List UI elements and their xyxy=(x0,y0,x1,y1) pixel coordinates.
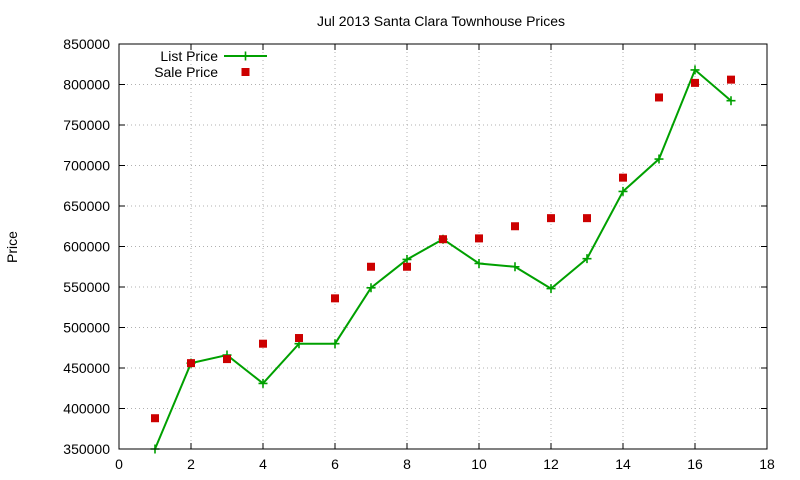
list-price-point xyxy=(582,254,592,264)
list-price-point xyxy=(474,259,484,269)
y-tick-label: 800000 xyxy=(63,77,110,93)
sale-price-point xyxy=(511,222,519,231)
y-tick-label: 850000 xyxy=(63,36,110,52)
sale-price-point xyxy=(295,334,303,343)
series-list-price xyxy=(150,65,736,454)
list-price-point xyxy=(402,254,412,264)
sale-price-point xyxy=(727,75,735,84)
x-tick-label: 8 xyxy=(403,456,411,472)
legend-marker-sale-price xyxy=(241,68,250,76)
legend-label-list-price: List Price xyxy=(160,48,218,64)
list-price-point xyxy=(330,339,340,349)
list-price-point xyxy=(618,186,628,196)
list-price-point xyxy=(690,65,700,75)
sale-price-point xyxy=(223,355,231,364)
legend-marks xyxy=(224,51,267,76)
list-price-line xyxy=(154,68,732,450)
list-price-point xyxy=(510,262,520,272)
sale-price-point xyxy=(691,78,699,87)
sale-price-point xyxy=(331,294,339,303)
list-price-point xyxy=(258,378,268,388)
y-tick-label: 750000 xyxy=(63,117,110,133)
sale-price-point xyxy=(439,235,447,244)
y-tick-label: 500000 xyxy=(63,320,110,336)
legend-label-sale-price: Sale Price xyxy=(154,64,218,80)
legend: List Price Sale Price xyxy=(154,48,267,80)
sale-price-point xyxy=(655,93,663,102)
x-tick-label: 14 xyxy=(615,456,631,472)
sale-price-point xyxy=(547,214,555,223)
y-tick-label: 400000 xyxy=(63,401,110,417)
sale-price-point xyxy=(619,173,627,182)
x-tick-label: 0 xyxy=(115,456,123,472)
sale-price-point xyxy=(475,234,483,243)
axis-ticks: 350000 400000 450000 500000 550000 600000 6500… xyxy=(63,36,775,472)
chart-title: Jul 2013 Santa Clara Townhouse Prices xyxy=(317,13,565,29)
y-tick-label: 450000 xyxy=(63,360,110,376)
sale-price-point xyxy=(187,359,195,368)
sale-price-point xyxy=(151,414,159,423)
list-price-point xyxy=(366,283,376,293)
list-price-point xyxy=(654,154,664,164)
grid-lines xyxy=(119,44,767,449)
legend-marker-list-price xyxy=(241,51,250,61)
x-tick-label: 6 xyxy=(331,456,339,472)
plot-frame xyxy=(118,43,768,450)
x-tick-label: 12 xyxy=(543,456,559,472)
y-tick-label: 700000 xyxy=(63,158,110,174)
y-axis-label: Price xyxy=(4,231,20,263)
x-tick-label: 2 xyxy=(187,456,195,472)
series-sale-price xyxy=(151,75,735,423)
y-tick-label: 350000 xyxy=(63,441,110,457)
sale-price-point xyxy=(259,339,267,348)
y-tick-label: 550000 xyxy=(63,279,110,295)
x-tick-label: 4 xyxy=(259,456,267,472)
y-tick-label: 600000 xyxy=(63,239,110,255)
x-tick-label: 16 xyxy=(687,456,703,472)
x-tick-label: 18 xyxy=(759,456,775,472)
list-price-point xyxy=(726,96,736,106)
x-tick-label: 10 xyxy=(471,456,487,472)
sale-price-point xyxy=(367,262,375,271)
sale-price-point xyxy=(583,214,591,223)
data-series xyxy=(150,65,736,454)
list-price-point xyxy=(546,284,556,294)
y-tick-label: 650000 xyxy=(63,198,110,214)
sale-price-point xyxy=(403,262,411,271)
